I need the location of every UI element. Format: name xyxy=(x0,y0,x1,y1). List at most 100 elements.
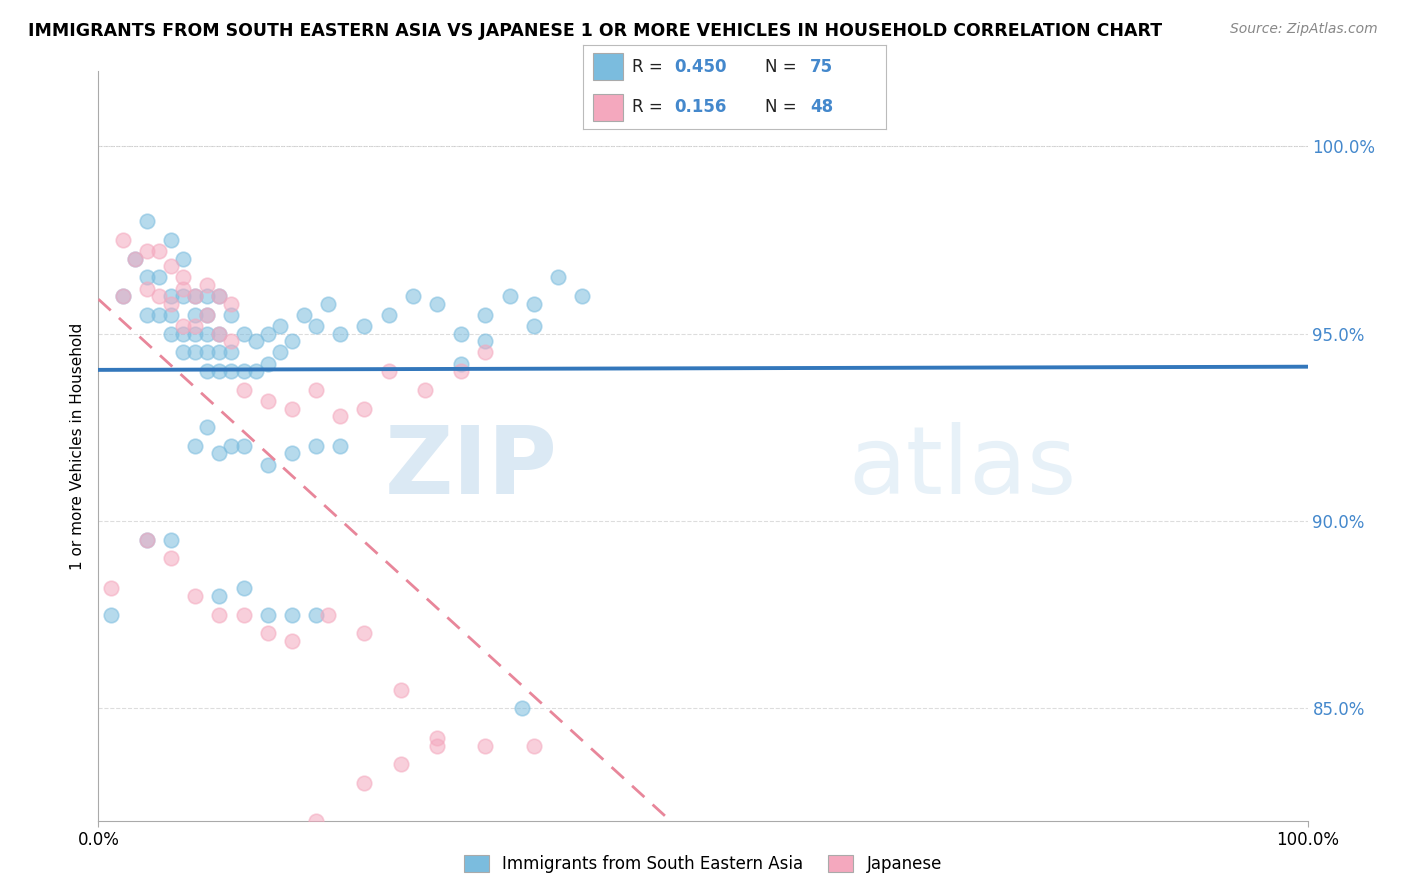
Point xyxy=(281,446,304,460)
Point xyxy=(160,233,183,247)
Point xyxy=(135,270,157,285)
Point xyxy=(305,383,328,397)
Text: 0.450: 0.450 xyxy=(675,58,727,76)
Text: N =: N = xyxy=(765,58,796,76)
Point xyxy=(172,252,194,266)
Point xyxy=(402,289,425,303)
Point xyxy=(389,757,412,772)
Point xyxy=(111,233,134,247)
Point xyxy=(232,607,254,622)
Point xyxy=(292,308,315,322)
Point xyxy=(256,607,278,622)
Point xyxy=(232,439,254,453)
Point xyxy=(523,296,546,310)
Text: Source: ZipAtlas.com: Source: ZipAtlas.com xyxy=(1230,22,1378,37)
Point xyxy=(184,289,207,303)
Point xyxy=(160,551,183,566)
Point xyxy=(100,582,122,596)
Point xyxy=(184,308,207,322)
Point xyxy=(232,582,254,596)
Point xyxy=(208,446,231,460)
Point xyxy=(510,701,533,715)
Point xyxy=(450,326,472,341)
Legend: Immigrants from South Eastern Asia, Japanese: Immigrants from South Eastern Asia, Japa… xyxy=(457,848,949,880)
Point xyxy=(329,326,352,341)
Point xyxy=(305,439,328,453)
Point xyxy=(281,607,304,622)
Point xyxy=(353,319,375,334)
Point xyxy=(111,289,134,303)
Point xyxy=(208,364,231,378)
FancyBboxPatch shape xyxy=(592,54,623,80)
Point xyxy=(474,739,496,753)
Point xyxy=(256,357,278,371)
Point xyxy=(547,270,569,285)
Point xyxy=(221,439,243,453)
Point xyxy=(111,289,134,303)
Point xyxy=(305,814,328,828)
Point xyxy=(413,383,436,397)
Text: ZIP: ZIP xyxy=(385,423,558,515)
Text: atlas: atlas xyxy=(848,423,1077,515)
Text: 48: 48 xyxy=(810,98,834,116)
Point xyxy=(184,345,207,359)
Point xyxy=(172,345,194,359)
Point xyxy=(474,308,496,322)
Point xyxy=(208,326,231,341)
Point xyxy=(135,214,157,228)
Point xyxy=(256,326,278,341)
Point xyxy=(184,326,207,341)
Point xyxy=(172,282,194,296)
Point xyxy=(232,383,254,397)
Point xyxy=(450,364,472,378)
Point xyxy=(316,607,339,622)
Text: R =: R = xyxy=(631,58,662,76)
Point xyxy=(208,345,231,359)
Point xyxy=(195,345,218,359)
Point xyxy=(245,334,267,348)
Point xyxy=(316,296,339,310)
Text: 75: 75 xyxy=(810,58,834,76)
Point xyxy=(221,334,243,348)
Text: R =: R = xyxy=(631,98,662,116)
Point xyxy=(232,326,254,341)
Point xyxy=(269,319,291,334)
Point xyxy=(124,252,146,266)
Point xyxy=(208,607,231,622)
Point xyxy=(172,289,194,303)
Point xyxy=(523,319,546,334)
Point xyxy=(426,739,449,753)
Point xyxy=(195,420,218,434)
FancyBboxPatch shape xyxy=(592,94,623,120)
Point xyxy=(184,319,207,334)
Point xyxy=(160,296,183,310)
Point xyxy=(195,277,218,292)
Point xyxy=(426,296,449,310)
Point xyxy=(281,401,304,416)
Point xyxy=(474,345,496,359)
Point xyxy=(329,439,352,453)
Point xyxy=(195,289,218,303)
Point xyxy=(184,589,207,603)
Point xyxy=(135,308,157,322)
Point xyxy=(148,289,170,303)
Point xyxy=(195,308,218,322)
Point xyxy=(148,244,170,259)
Point xyxy=(256,458,278,472)
Point xyxy=(281,633,304,648)
Point xyxy=(100,607,122,622)
Point xyxy=(160,326,183,341)
Point xyxy=(135,533,157,547)
Point xyxy=(135,533,157,547)
Point xyxy=(208,326,231,341)
Point xyxy=(353,626,375,640)
Point xyxy=(195,326,218,341)
Point xyxy=(172,270,194,285)
Point xyxy=(160,259,183,273)
Point xyxy=(498,289,520,303)
Point xyxy=(474,334,496,348)
Point xyxy=(124,252,146,266)
Point xyxy=(523,739,546,753)
Point xyxy=(353,401,375,416)
Point xyxy=(148,270,170,285)
